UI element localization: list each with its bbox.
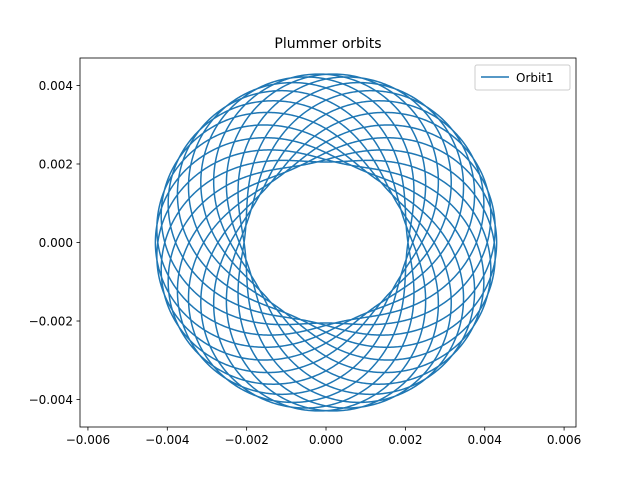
y-tick-label: −0.002 (29, 315, 73, 329)
y-tick-label: −0.004 (29, 393, 73, 407)
x-tick-label: 0.002 (388, 433, 422, 447)
y-tick-label: 0.000 (39, 236, 73, 250)
x-tick-label: −0.004 (145, 433, 189, 447)
chart-title: Plummer orbits (274, 36, 381, 52)
legend-label-orbit1: Orbit1 (516, 71, 554, 85)
x-tick-label: 0.004 (468, 433, 502, 447)
y-tick-label: 0.004 (39, 79, 73, 93)
y-axis-ticks: −0.004 −0.002 0.000 0.002 0.004 (29, 79, 80, 407)
y-tick-label: 0.002 (39, 157, 73, 171)
series-line-orbit1 (154, 73, 498, 412)
x-tick-label: 0.006 (547, 433, 581, 447)
legend: Orbit1 (474, 64, 571, 91)
x-axis-ticks: −0.006 −0.004 −0.002 0.000 0.002 0.004 0.006 (66, 427, 581, 447)
legend-box (474, 64, 571, 91)
plot-area (154, 73, 498, 412)
x-tick-label: 0.000 (309, 433, 343, 447)
x-tick-label: −0.002 (224, 433, 268, 447)
x-tick-label: −0.006 (66, 433, 110, 447)
